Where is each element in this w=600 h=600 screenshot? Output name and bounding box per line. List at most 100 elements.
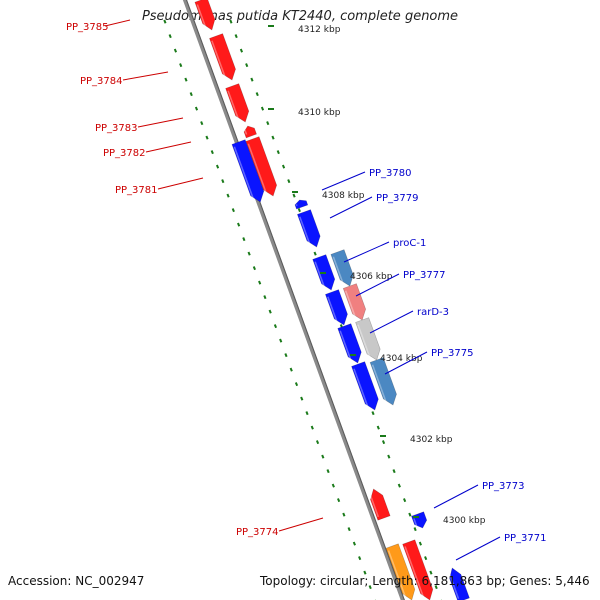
gene-label-leader <box>343 241 390 263</box>
gene-box-shine <box>344 290 357 320</box>
tick-dot-outer <box>387 454 391 459</box>
tick-dot-outer <box>297 208 301 213</box>
tick-dot-inner <box>289 367 293 372</box>
tick-dot-inner <box>347 527 351 532</box>
tick-dot-inner <box>363 570 367 575</box>
tick-dot-outer <box>376 425 380 430</box>
gene-arrow <box>294 199 309 210</box>
gene-label: PP_3782 <box>103 148 146 159</box>
tick-dot-inner <box>242 237 246 242</box>
backbone-edge <box>185 0 405 600</box>
gene-label-leader <box>455 536 501 561</box>
gene-arrow-shape <box>337 323 362 364</box>
tick-dot-inner <box>310 425 314 430</box>
gene-label: PP_3780 <box>369 168 412 179</box>
gene-label-leader <box>433 484 479 509</box>
gene-arrow-shine <box>211 40 227 80</box>
tick-dot-outer <box>255 92 259 97</box>
tick-dot-inner <box>279 338 283 343</box>
gene-box-shape <box>369 357 397 406</box>
gene-box-shine <box>332 256 345 286</box>
gene-box-shine <box>371 364 388 405</box>
tick-dot-inner <box>179 63 183 68</box>
gene-label: PP_3775 <box>431 348 474 359</box>
gene-arrow-shine <box>233 146 255 202</box>
gene-arrow <box>411 511 428 529</box>
gene-label: PP_3785 <box>66 22 109 33</box>
gene-arrow-shape <box>194 0 216 31</box>
tick-dot-outer <box>381 440 386 445</box>
scale-tick-label: 4312 kbp <box>298 25 341 35</box>
tick-dot-outer <box>292 193 296 198</box>
gene-arrow-shape <box>402 539 434 600</box>
tick-dot-inner <box>263 295 267 300</box>
gene-arrow-shape <box>294 199 309 210</box>
gene-arrow <box>231 139 265 203</box>
gene-arrow-shine <box>247 143 268 196</box>
gene-label-leader <box>122 71 169 81</box>
tick-dot-outer <box>239 48 244 53</box>
gene-label: PP_3781 <box>115 185 158 196</box>
tick-dot-inner <box>252 266 256 271</box>
tick-dot-inner <box>189 92 193 97</box>
tick-dot-outer <box>271 135 275 140</box>
tick-dot-inner <box>268 309 272 314</box>
gene-arrow-shine <box>299 216 312 247</box>
tick-dot-outer <box>371 411 375 416</box>
tick-dot-outer <box>408 512 412 517</box>
tick-dot-inner <box>315 440 320 445</box>
scale-tick-label: 4304 kbp <box>380 354 423 364</box>
gene-arrow-shine <box>387 550 407 600</box>
tick-dot-inner <box>205 135 209 140</box>
tick-dot-outer <box>313 251 317 256</box>
gene-label: PP_3783 <box>95 123 138 134</box>
gene-arrow-shape <box>296 209 321 248</box>
gene-arrow <box>325 289 348 326</box>
gene-label-leader <box>145 141 192 153</box>
gene-arrow-shine <box>196 4 207 30</box>
tick-dot-inner <box>173 48 178 53</box>
scale-tick-label: 4308 kbp <box>322 191 365 201</box>
tick-dot-outer <box>234 34 238 39</box>
gene-arrow-shine <box>327 296 339 325</box>
gene-label: proC-1 <box>393 238 426 249</box>
tick-dot-outer <box>266 121 270 126</box>
gene-label-leader <box>384 351 428 375</box>
scale-tick-label: 4302 kbp <box>410 435 453 445</box>
gene-box-shape <box>355 317 381 361</box>
gene-arrow <box>194 0 216 31</box>
tick-dot-inner <box>305 411 309 416</box>
gene-arrow-shine <box>339 330 353 363</box>
tick-dot-inner <box>273 324 278 329</box>
tick-dot-outer <box>229 19 233 24</box>
gene-label-leader <box>369 310 414 334</box>
scale-tick-label: 4300 kbp <box>443 516 486 526</box>
gene-label: PP_3777 <box>403 270 446 281</box>
tick-dot-inner <box>358 556 362 561</box>
tick-dot-inner <box>300 396 304 401</box>
gene-box <box>355 317 381 361</box>
gene-label: PP_3773 <box>482 481 525 492</box>
gene-arrow-shape <box>411 511 428 529</box>
gene-arrow <box>369 488 391 521</box>
gene-arrow-shine <box>448 572 460 599</box>
gene-arrow-shape <box>325 289 348 326</box>
gene-box <box>342 283 366 321</box>
tick-dot-inner <box>221 179 225 184</box>
gene-box-shine <box>357 324 372 360</box>
tick-dot-outer <box>250 77 254 82</box>
gene-arrow <box>296 209 321 248</box>
gene-box-shape <box>342 283 366 321</box>
tick-dot-inner <box>326 469 330 474</box>
gene-arrow <box>402 539 434 600</box>
gene-arrow-shape <box>385 543 416 600</box>
gene-label: PP_3779 <box>376 193 419 204</box>
tick-dot-inner <box>200 121 204 126</box>
tick-dot-inner <box>331 483 335 488</box>
gene-arrow <box>351 361 379 411</box>
scale-tick-label: 4310 kbp <box>298 108 341 118</box>
tick-dot-outer <box>424 556 428 561</box>
gene-label-leader <box>157 177 204 190</box>
tick-dot-outer <box>245 63 249 68</box>
gene-box-shape <box>330 249 354 287</box>
